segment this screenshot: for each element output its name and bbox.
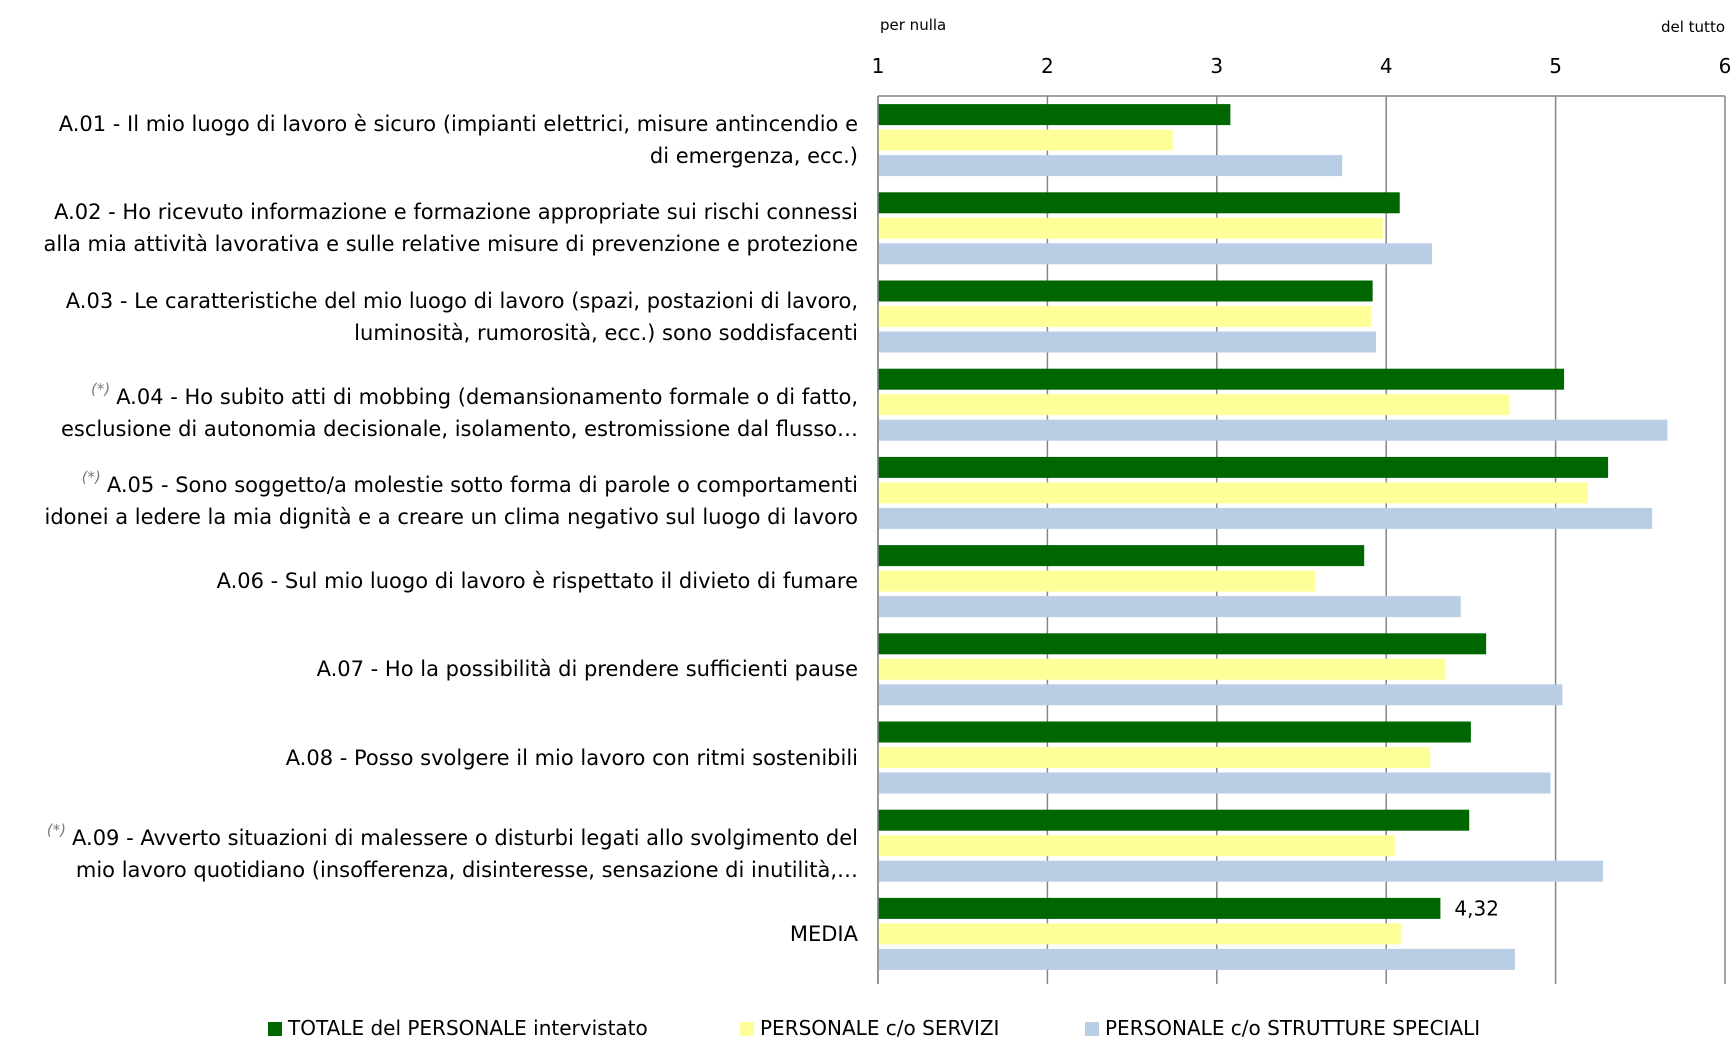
bar bbox=[878, 633, 1487, 655]
category-label: (*) A.04 - Ho subito atti di mobbing (dem… bbox=[0, 373, 858, 445]
x-tick-label: 1 bbox=[872, 54, 885, 78]
category-label-line: A.03 - Le caratteristiche del mio luogo … bbox=[0, 285, 858, 317]
x-tick-label: 3 bbox=[1210, 54, 1223, 78]
data-label: 4,32 bbox=[1454, 896, 1499, 920]
category-label-line: MEDIA bbox=[0, 918, 858, 950]
category-label-line: A.02 - Ho ricevuto informazione e formaz… bbox=[0, 196, 858, 228]
bar bbox=[878, 948, 1515, 970]
category-label: A.01 - Il mio luogo di lavoro è sicuro (… bbox=[0, 108, 858, 172]
category-label-line: (*) A.05 - Sono soggetto/a molestie sotto… bbox=[0, 461, 858, 501]
asterisk-note: (*) bbox=[81, 467, 101, 486]
bar bbox=[878, 658, 1446, 680]
category-label-line: (*) A.09 - Avverto situazioni di malesser… bbox=[0, 814, 858, 854]
category-label-line: A.08 - Posso svolgere il mio lavoro con … bbox=[0, 742, 858, 774]
legend-label: PERSONALE c/o SERVIZI bbox=[760, 1016, 1000, 1040]
category-label-text: A.06 - Sul mio luogo di lavoro è rispett… bbox=[216, 569, 858, 594]
bar bbox=[878, 155, 1343, 177]
category-label-line: A.01 - Il mio luogo di lavoro è sicuro (… bbox=[0, 108, 858, 140]
bar bbox=[878, 923, 1402, 945]
category-label-line: (*) A.04 - Ho subito atti di mobbing (dem… bbox=[0, 373, 858, 413]
legend-label: PERSONALE c/o STRUTTURE SPECIALI bbox=[1105, 1016, 1481, 1040]
category-label-text: A.03 - Le caratteristiche del mio luogo … bbox=[65, 288, 858, 313]
bar bbox=[878, 280, 1373, 302]
x-tick-label: 2 bbox=[1041, 54, 1054, 78]
category-label-text: di emergenza, ecc.) bbox=[649, 144, 858, 169]
category-label: (*) A.09 - Avverto situazioni di malesser… bbox=[0, 814, 858, 886]
category-label-text: A.07 - Ho la possibilità di prendere suf… bbox=[316, 657, 858, 682]
bar bbox=[878, 596, 1461, 618]
category-label-text: A.05 - Sono soggetto/a molestie sotto fo… bbox=[106, 472, 858, 497]
bar bbox=[878, 507, 1653, 529]
bar bbox=[878, 747, 1431, 768]
category-label-text: A.04 - Ho subito atti di mobbing (demans… bbox=[116, 384, 858, 409]
scale-high-label: del tutto bbox=[1661, 18, 1725, 36]
category-label-text: mio lavoro quotidiano (insofferenza, dis… bbox=[75, 857, 858, 882]
legend-item: TOTALE del PERSONALE intervistato bbox=[268, 1016, 648, 1040]
bar bbox=[878, 809, 1470, 831]
category-label-text: A.01 - Il mio luogo di lavoro è sicuro (… bbox=[58, 112, 858, 137]
category-label-text: A.09 - Avverto situazioni di malessere o… bbox=[72, 825, 858, 850]
bar bbox=[878, 835, 1395, 857]
category-label: (*) A.05 - Sono soggetto/a molestie sotto… bbox=[0, 461, 858, 533]
bar bbox=[878, 721, 1471, 743]
legend-swatch bbox=[1085, 1022, 1099, 1036]
bar bbox=[878, 897, 1441, 919]
bar bbox=[878, 243, 1432, 265]
category-label-line: A.06 - Sul mio luogo di lavoro è rispett… bbox=[0, 565, 858, 597]
bar bbox=[878, 545, 1365, 567]
asterisk-note: (*) bbox=[90, 379, 111, 398]
bar bbox=[878, 482, 1588, 504]
asterisk-note: (*) bbox=[46, 820, 67, 839]
bar bbox=[878, 217, 1383, 239]
category-label-text: MEDIA bbox=[789, 921, 858, 946]
x-tick-label: 5 bbox=[1549, 54, 1562, 78]
category-label-text: alla mia attività lavorativa e sulle rel… bbox=[43, 232, 858, 257]
category-label-text: idonei a ledere la mia dignità e a crear… bbox=[44, 504, 858, 529]
x-tick-label: 6 bbox=[1719, 54, 1732, 78]
bar bbox=[878, 129, 1173, 151]
bar bbox=[878, 419, 1668, 441]
category-label: A.08 - Posso svolgere il mio lavoro con … bbox=[0, 742, 858, 774]
bar bbox=[878, 772, 1551, 794]
category-label-line: luminosità, rumorosità, ecc.) sono soddi… bbox=[0, 317, 858, 349]
bar bbox=[878, 331, 1377, 353]
category-label-line: di emergenza, ecc.) bbox=[0, 140, 858, 172]
bar bbox=[878, 860, 1604, 882]
bar bbox=[878, 684, 1563, 706]
scale-low-label: per nulla bbox=[880, 16, 946, 34]
bar bbox=[878, 570, 1316, 592]
category-label-line: mio lavoro quotidiano (insofferenza, dis… bbox=[0, 854, 858, 886]
category-label: MEDIA bbox=[0, 918, 858, 950]
bar bbox=[878, 104, 1231, 126]
bar bbox=[878, 368, 1565, 390]
legend: TOTALE del PERSONALE intervistato PERSONA… bbox=[0, 1016, 1733, 1046]
category-label: A.07 - Ho la possibilità di prendere suf… bbox=[0, 653, 858, 685]
category-label-line: esclusione di autonomia decisionale, iso… bbox=[0, 413, 858, 445]
bar bbox=[878, 306, 1371, 327]
category-label-line: alla mia attività lavorativa e sulle rel… bbox=[0, 228, 858, 260]
legend-item: PERSONALE c/o SERVIZI bbox=[740, 1016, 999, 1040]
category-label: A.02 - Ho ricevuto informazione e formaz… bbox=[0, 196, 858, 260]
category-label: A.06 - Sul mio luogo di lavoro è rispett… bbox=[0, 565, 858, 597]
bar bbox=[878, 456, 1609, 478]
bar bbox=[878, 192, 1400, 214]
category-label-text: luminosità, rumorosità, ecc.) sono soddi… bbox=[354, 320, 858, 345]
category-label-line: A.07 - Ho la possibilità di prendere suf… bbox=[0, 653, 858, 685]
category-label-text: A.02 - Ho ricevuto informazione e formaz… bbox=[54, 200, 858, 225]
category-label-text: A.08 - Posso svolgere il mio lavoro con … bbox=[285, 745, 858, 770]
category-label-text: esclusione di autonomia decisionale, iso… bbox=[60, 416, 858, 441]
bar bbox=[878, 394, 1510, 416]
category-label: A.03 - Le caratteristiche del mio luogo … bbox=[0, 285, 858, 349]
legend-swatch bbox=[268, 1022, 282, 1036]
x-tick-label: 4 bbox=[1380, 54, 1393, 78]
bar-chart: 1 2 3 4 5 6 per nulla del tutto 4,32 bbox=[872, 16, 1732, 984]
category-label-line: idonei a ledere la mia dignità e a crear… bbox=[0, 501, 858, 533]
legend-item: PERSONALE c/o STRUTTURE SPECIALI bbox=[1085, 1016, 1480, 1040]
legend-label: TOTALE del PERSONALE intervistato bbox=[288, 1016, 648, 1040]
legend-swatch bbox=[740, 1022, 754, 1036]
